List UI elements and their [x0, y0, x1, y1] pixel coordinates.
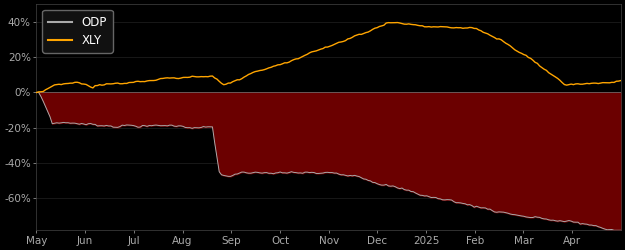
Legend: ODP, XLY: ODP, XLY — [42, 10, 112, 52]
